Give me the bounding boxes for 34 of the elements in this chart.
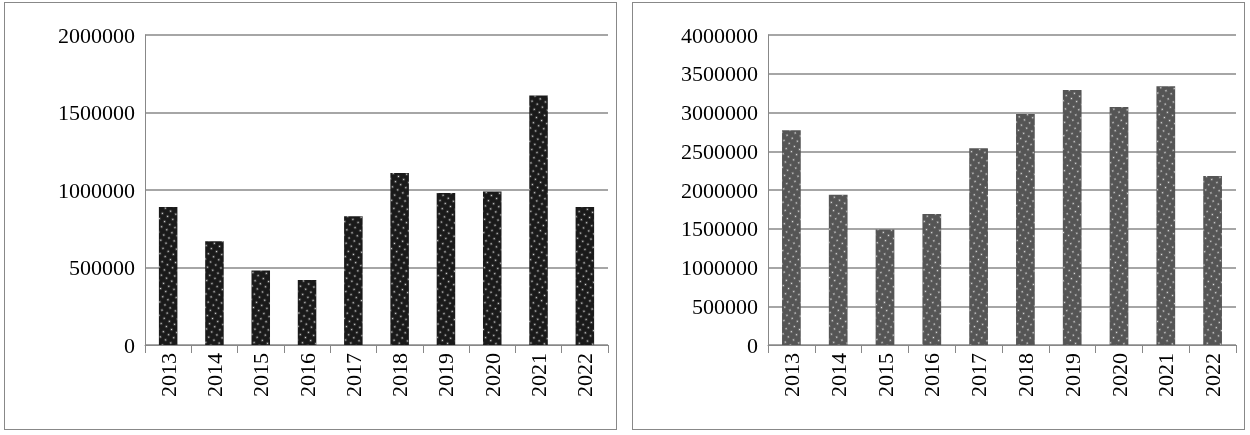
- x-tick-label: 2017: [966, 353, 992, 397]
- x-tick-label: 2019: [1059, 353, 1085, 397]
- x-tick-label: 2022: [572, 353, 598, 397]
- y-tick-label: 1000000: [681, 255, 758, 280]
- x-tick-label: 2021: [526, 353, 552, 397]
- y-tick-label: 500000: [69, 255, 135, 280]
- x-tick-label: 2021: [1153, 353, 1179, 397]
- x-tick-label: 2015: [872, 353, 898, 397]
- y-tick-label: 3000000: [681, 100, 758, 125]
- y-tick-label: 1500000: [681, 216, 758, 242]
- x-tick-label: 2016: [919, 353, 945, 397]
- y-tick-label: 2000000: [58, 22, 135, 48]
- x-tick-label: 2018: [1012, 353, 1038, 397]
- y-tick-label: 4000000: [681, 22, 758, 48]
- x-tick-label: 2014: [825, 353, 851, 397]
- x-tick-label: 2020: [1106, 353, 1132, 397]
- x-tick-label: 2013: [778, 353, 804, 397]
- y-tick-label: 2000000: [681, 177, 758, 203]
- y-tick-label: 2500000: [681, 138, 758, 164]
- x-tick-label: 2018: [387, 353, 413, 397]
- x-tick-label: 2019: [433, 353, 459, 397]
- x-tick-label: 2014: [201, 353, 227, 397]
- x-tick-label: 2016: [294, 353, 320, 397]
- x-tick-label: 2017: [340, 353, 366, 397]
- x-tick-label: 2022: [1200, 353, 1226, 397]
- y-tick-label: 1000000: [58, 177, 135, 203]
- y-tick-label: 3500000: [681, 61, 758, 87]
- x-tick-label: 2015: [248, 353, 274, 397]
- y-tick-label: 500000: [692, 293, 758, 319]
- x-tick-label: 2020: [479, 353, 505, 397]
- y-tick-label: 1500000: [58, 100, 135, 125]
- x-tick-label: 2013: [155, 353, 181, 397]
- y-tick-label: 0: [747, 332, 758, 358]
- y-tick-label: 0: [124, 332, 135, 358]
